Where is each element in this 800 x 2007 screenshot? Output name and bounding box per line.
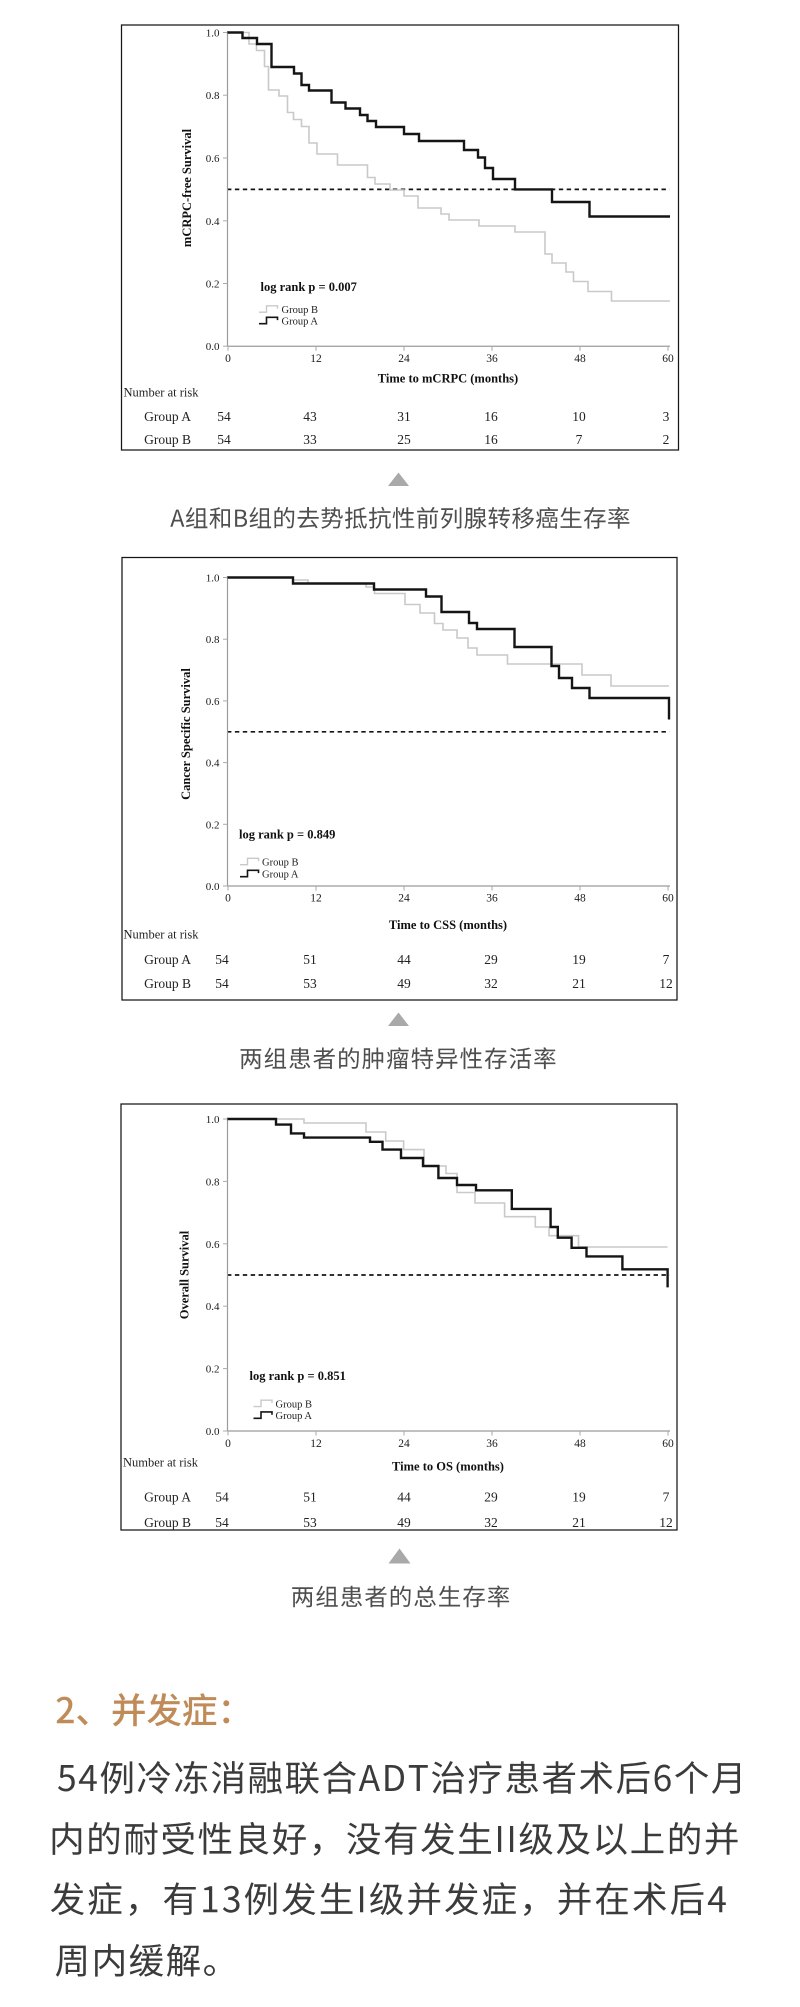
svg-text:0: 0 [225, 1438, 231, 1450]
svg-text:0.4: 0.4 [206, 758, 220, 770]
svg-text:54: 54 [215, 1490, 229, 1505]
svg-text:Cancer Specific Survival: Cancer Specific Survival [179, 668, 193, 800]
svg-text:54: 54 [217, 432, 231, 447]
svg-text:0.2: 0.2 [206, 819, 220, 831]
svg-text:7: 7 [663, 1490, 670, 1505]
svg-text:51: 51 [303, 952, 317, 967]
svg-text:25: 25 [397, 432, 411, 447]
svg-text:43: 43 [303, 409, 317, 424]
svg-text:0.4: 0.4 [206, 216, 220, 228]
svg-text:0.4: 0.4 [206, 1301, 220, 1313]
svg-text:log rank p = 0.007: log rank p = 0.007 [261, 280, 357, 294]
svg-text:Group B: Group B [276, 1399, 312, 1410]
svg-text:0.6: 0.6 [206, 153, 220, 165]
svg-text:10: 10 [572, 409, 586, 424]
svg-text:1.0: 1.0 [206, 1114, 220, 1126]
svg-text:60: 60 [662, 353, 674, 365]
svg-text:54: 54 [215, 976, 229, 991]
svg-text:Group A: Group A [144, 409, 191, 424]
svg-text:0: 0 [225, 353, 231, 365]
svg-text:0.0: 0.0 [206, 1426, 220, 1438]
svg-text:0.6: 0.6 [206, 696, 220, 708]
svg-text:12: 12 [310, 353, 322, 365]
svg-text:Group A: Group A [276, 1411, 313, 1422]
svg-text:0.8: 0.8 [206, 90, 220, 102]
svg-text:Overall Survival: Overall Survival [178, 1230, 192, 1319]
svg-text:49: 49 [397, 1515, 411, 1530]
svg-text:31: 31 [397, 409, 411, 424]
svg-text:53: 53 [303, 976, 317, 991]
svg-text:60: 60 [662, 893, 674, 905]
svg-text:1.0: 1.0 [206, 573, 220, 585]
svg-text:Group B: Group B [144, 1515, 191, 1530]
svg-text:0.0: 0.0 [206, 341, 220, 353]
svg-text:36: 36 [486, 1438, 498, 1450]
svg-text:Group A: Group A [144, 1490, 191, 1505]
svg-text:36: 36 [486, 893, 498, 905]
svg-text:51: 51 [303, 1490, 317, 1505]
svg-text:0.8: 0.8 [206, 1176, 220, 1188]
svg-text:21: 21 [572, 1515, 586, 1530]
svg-text:Time to mCRPC (months): Time to mCRPC (months) [378, 372, 518, 386]
svg-text:Group A: Group A [262, 870, 299, 881]
svg-text:60: 60 [662, 1438, 674, 1450]
svg-text:19: 19 [572, 952, 586, 967]
svg-text:29: 29 [484, 1490, 498, 1505]
svg-text:12: 12 [310, 1438, 322, 1450]
svg-text:Number at risk: Number at risk [123, 1456, 199, 1470]
svg-text:12: 12 [310, 893, 322, 905]
svg-text:Time to OS (months): Time to OS (months) [392, 1460, 504, 1474]
svg-text:0: 0 [225, 893, 231, 905]
svg-text:7: 7 [663, 952, 670, 967]
svg-text:54: 54 [215, 952, 229, 967]
svg-text:0.2: 0.2 [206, 1364, 220, 1376]
svg-text:54: 54 [217, 409, 231, 424]
svg-text:44: 44 [397, 1490, 411, 1505]
svg-text:7: 7 [576, 432, 583, 447]
svg-text:0.0: 0.0 [206, 881, 220, 893]
svg-text:24: 24 [398, 1438, 410, 1450]
svg-text:Time to CSS (months): Time to CSS (months) [389, 918, 507, 932]
svg-text:0.6: 0.6 [206, 1239, 220, 1251]
svg-text:24: 24 [398, 353, 410, 365]
svg-text:0.2: 0.2 [206, 279, 220, 291]
svg-text:49: 49 [397, 976, 411, 991]
svg-text:19: 19 [572, 1490, 586, 1505]
svg-text:32: 32 [484, 976, 498, 991]
svg-text:16: 16 [484, 409, 498, 424]
svg-text:12: 12 [659, 1515, 673, 1530]
svg-text:2: 2 [663, 432, 670, 447]
svg-text:29: 29 [484, 952, 498, 967]
svg-text:Group A: Group A [282, 317, 319, 328]
svg-text:33: 33 [303, 432, 317, 447]
svg-text:48: 48 [574, 893, 586, 905]
svg-text:16: 16 [484, 432, 498, 447]
svg-text:54: 54 [215, 1515, 229, 1530]
svg-text:log rank p = 0.851: log rank p = 0.851 [250, 1369, 346, 1383]
svg-text:Group A: Group A [144, 952, 191, 967]
svg-text:Number at risk: Number at risk [124, 386, 200, 400]
svg-text:36: 36 [486, 353, 498, 365]
svg-text:Group B: Group B [282, 305, 318, 316]
svg-text:Group B: Group B [144, 432, 191, 447]
svg-text:Group B: Group B [262, 858, 298, 869]
svg-text:44: 44 [397, 952, 411, 967]
svg-text:0.8: 0.8 [206, 634, 220, 646]
svg-text:48: 48 [574, 353, 586, 365]
svg-text:log rank p = 0.849: log rank p = 0.849 [239, 828, 335, 842]
svg-text:1.0: 1.0 [206, 28, 220, 40]
svg-text:12: 12 [659, 976, 673, 991]
svg-text:3: 3 [663, 409, 670, 424]
svg-text:21: 21 [572, 976, 586, 991]
svg-text:mCRPC-free Survival: mCRPC-free Survival [180, 128, 194, 247]
svg-text:Group B: Group B [144, 976, 191, 991]
svg-text:32: 32 [484, 1515, 498, 1530]
svg-text:48: 48 [574, 1438, 586, 1450]
svg-text:24: 24 [398, 893, 410, 905]
svg-text:53: 53 [303, 1515, 317, 1530]
svg-text:Number at risk: Number at risk [124, 928, 200, 942]
